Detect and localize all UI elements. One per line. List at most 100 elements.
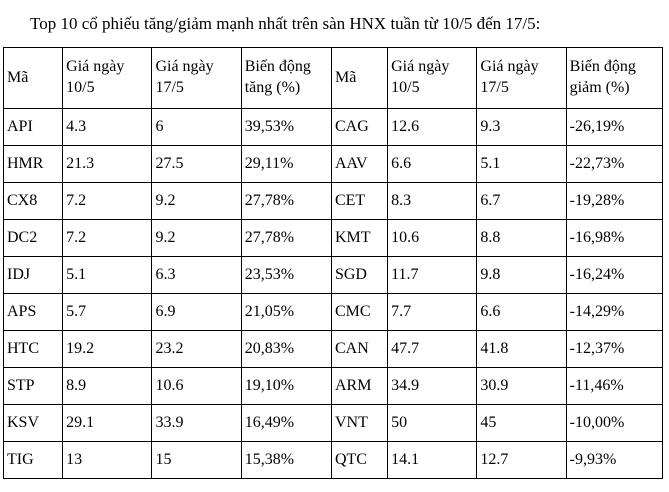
stock-code-cell: AAV xyxy=(330,145,389,184)
value-cell: 20,83% xyxy=(240,330,332,369)
value-cell: 21,05% xyxy=(240,293,332,332)
table-row: STP 8.9 10.6 19,10% ARM 34.9 30.9 -11,46% xyxy=(2,367,664,406)
value-cell: 23,53% xyxy=(240,256,332,295)
table-row: HTC 19.2 23.2 20,83% CAN 47.7 41.8 -12,37% xyxy=(2,330,664,369)
table-row: CX8 7.2 9.2 27,78% CET 8.3 6.7 -19,28% xyxy=(2,182,664,221)
value-cell: -11,46% xyxy=(565,367,664,406)
stock-code-cell: IDJ xyxy=(2,256,64,295)
column-header: Giá ngày 10/5 xyxy=(62,47,153,110)
value-cell: 50 xyxy=(387,404,478,443)
stock-table-header: Mã Giá ngày 10/5 Giá ngày 17/5 Biến động tă… xyxy=(2,47,664,110)
stock-table-body: API 4.3 6 39,53% CAG 12.6 9.3 -26,19% HMR 21.3 27.… xyxy=(2,108,664,480)
stock-code-cell: CX8 xyxy=(2,182,64,221)
table-row: APS 5.7 6.9 21,05% CMC 7.7 6.6 -14,29% xyxy=(2,293,664,332)
value-cell: 6.7 xyxy=(476,182,567,221)
document-page: Top 10 cổ phiếu tăng/giảm mạnh nhất trên… xyxy=(0,13,669,480)
value-cell: -16,24% xyxy=(565,256,664,295)
stock-code-cell: KSV xyxy=(2,404,64,443)
value-cell: 12.7 xyxy=(476,441,567,480)
stock-code-cell: TIG xyxy=(2,441,64,480)
value-cell: 33.9 xyxy=(151,404,242,443)
value-cell: 27,78% xyxy=(240,219,332,258)
stock-code-cell: KMT xyxy=(330,219,389,258)
column-header: Giá ngày 17/5 xyxy=(476,47,567,110)
value-cell: 23.2 xyxy=(151,330,242,369)
value-cell: 7.2 xyxy=(62,182,153,221)
value-cell: 7.7 xyxy=(387,293,478,332)
value-cell: 8.3 xyxy=(387,182,478,221)
value-cell: 13 xyxy=(62,441,153,480)
stock-code-cell: API xyxy=(2,108,64,147)
value-cell: 29.1 xyxy=(62,404,153,443)
value-cell: 45 xyxy=(476,404,567,443)
value-cell: 6.9 xyxy=(151,293,242,332)
value-cell: 4.3 xyxy=(62,108,153,147)
table-row: HMR 21.3 27.5 29,11% AAV 6.6 5.1 -22,73% xyxy=(2,145,664,184)
stock-code-cell: SGD xyxy=(330,256,389,295)
column-header: Biến động tăng (%) xyxy=(240,47,332,110)
value-cell: -16,98% xyxy=(565,219,664,258)
value-cell: 9.2 xyxy=(151,219,242,258)
value-cell: 6 xyxy=(151,108,242,147)
value-cell: -9,93% xyxy=(565,441,664,480)
value-cell: 47.7 xyxy=(387,330,478,369)
value-cell: 8.8 xyxy=(476,219,567,258)
value-cell: 29,11% xyxy=(240,145,332,184)
stock-code-cell: HTC xyxy=(2,330,64,369)
value-cell: 30.9 xyxy=(476,367,567,406)
value-cell: 10.6 xyxy=(151,367,242,406)
value-cell: 10.6 xyxy=(387,219,478,258)
stock-code-cell: STP xyxy=(2,367,64,406)
value-cell: 41.8 xyxy=(476,330,567,369)
stock-code-cell: CAN xyxy=(330,330,389,369)
value-cell: -19,28% xyxy=(565,182,664,221)
value-cell: -22,73% xyxy=(565,145,664,184)
value-cell: 12.6 xyxy=(387,108,478,147)
value-cell: -26,19% xyxy=(565,108,664,147)
table-row: DC2 7.2 9.2 27,78% KMT 10.6 8.8 -16,98% xyxy=(2,219,664,258)
stock-code-cell: CMC xyxy=(330,293,389,332)
value-cell: 9.2 xyxy=(151,182,242,221)
value-cell: 5.1 xyxy=(476,145,567,184)
value-cell: 39,53% xyxy=(240,108,332,147)
stock-code-cell: ARM xyxy=(330,367,389,406)
column-header: Mã xyxy=(2,47,64,110)
column-header: Giá ngày 17/5 xyxy=(151,47,242,110)
value-cell: 16,49% xyxy=(240,404,332,443)
value-cell: 11.7 xyxy=(387,256,478,295)
value-cell: 6.6 xyxy=(387,145,478,184)
value-cell: 8.9 xyxy=(62,367,153,406)
value-cell: 34.9 xyxy=(387,367,478,406)
stock-code-cell: QTC xyxy=(330,441,389,480)
value-cell: -10,00% xyxy=(565,404,664,443)
table-row: TIG 13 15 15,38% QTC 14.1 12.7 -9,93% xyxy=(2,441,664,480)
stock-code-cell: CET xyxy=(330,182,389,221)
value-cell: 15,38% xyxy=(240,441,332,480)
value-cell: 9.3 xyxy=(476,108,567,147)
stock-code-cell: APS xyxy=(2,293,64,332)
table-row: IDJ 5.1 6.3 23,53% SGD 11.7 9.8 -16,24% xyxy=(2,256,664,295)
value-cell: 21.3 xyxy=(62,145,153,184)
value-cell: 27,78% xyxy=(240,182,332,221)
column-header: Giá ngày 10/5 xyxy=(387,47,478,110)
stock-code-cell: CAG xyxy=(330,108,389,147)
value-cell: 27.5 xyxy=(151,145,242,184)
column-header: Mã xyxy=(330,47,389,110)
value-cell: -14,29% xyxy=(565,293,664,332)
value-cell: 15 xyxy=(151,441,242,480)
stock-table-header-row: Mã Giá ngày 10/5 Giá ngày 17/5 Biến động tă… xyxy=(2,47,664,110)
column-header: Biến động giảm (%) xyxy=(565,47,664,110)
value-cell: 5.7 xyxy=(62,293,153,332)
value-cell: 6.3 xyxy=(151,256,242,295)
stock-code-cell: VNT xyxy=(330,404,389,443)
value-cell: 6.6 xyxy=(476,293,567,332)
value-cell: 5.1 xyxy=(62,256,153,295)
table-row: API 4.3 6 39,53% CAG 12.6 9.3 -26,19% xyxy=(2,108,664,147)
value-cell: -12,37% xyxy=(565,330,664,369)
value-cell: 9.8 xyxy=(476,256,567,295)
page-title: Top 10 cổ phiếu tăng/giảm mạnh nhất trên… xyxy=(30,14,541,33)
value-cell: 19,10% xyxy=(240,367,332,406)
value-cell: 14.1 xyxy=(387,441,478,480)
stock-code-cell: DC2 xyxy=(2,219,64,258)
stock-code-cell: HMR xyxy=(2,145,64,184)
